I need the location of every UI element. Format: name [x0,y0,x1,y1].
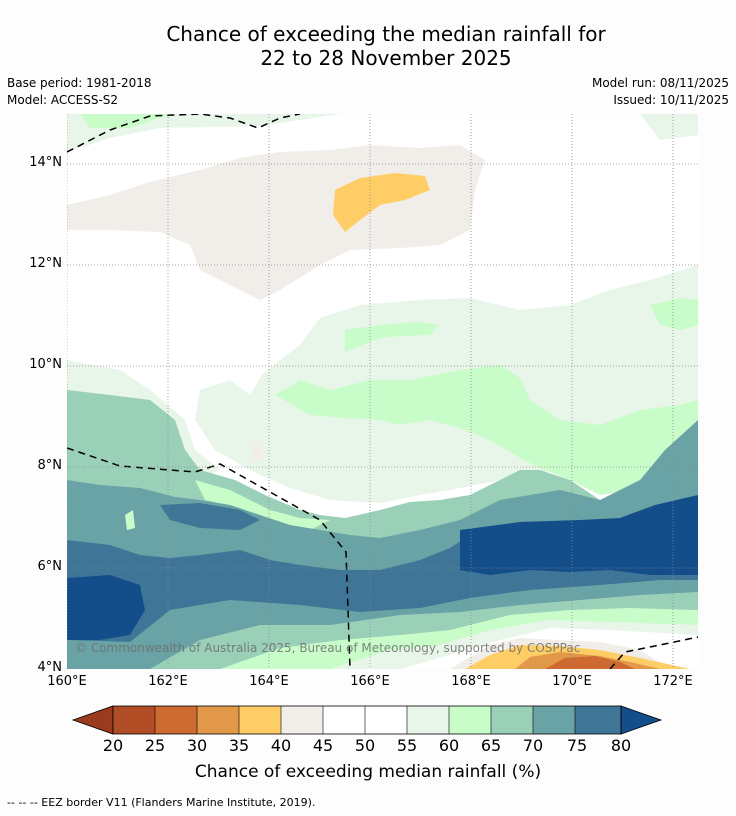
lat-label: 4°N [37,660,63,675]
lat-label: 14°N [29,155,62,170]
metadata-left: Base period: 1981-2018 Model: ACCESS-S2 [7,75,152,109]
lat-label: 6°N [37,559,63,574]
lon-label: 166°E [350,674,390,689]
colorbar-bin-55-60 [407,706,449,734]
colorbar-tick: 65 [480,736,502,755]
title-line-2: 22 to 28 November 2025 [260,46,512,70]
small-highlight [125,510,135,530]
lat-label: 12°N [29,256,62,271]
colorbar-bin-30-35 [197,706,239,734]
lon-label: 172°E [653,674,693,689]
lon-label: 170°E [552,674,592,689]
colorbar-tick: 70 [522,736,544,755]
lon-label: 168°E [451,674,491,689]
region-55-60 [640,114,698,140]
colorbar-bin-65-70 [491,706,533,734]
colorbar-bin-40-45 [281,706,323,734]
eez-border [67,447,351,669]
colorbar-tick: 80 [610,736,632,755]
colorbar-bin-70-75 [533,706,575,734]
base-period: Base period: 1981-2018 [7,76,152,90]
model-run: Model run: 08/11/2025 [591,76,729,90]
colorbar [71,705,663,735]
eez-footnote: -- -- -- EEZ border V11 (Flanders Marine… [7,796,316,809]
colorbar-tick: 20 [102,736,124,755]
region-60-65 [345,322,438,352]
lon-label: 162°E [148,674,188,689]
issued-date: Issued: 10/11/2025 [613,93,729,107]
model-name: Model: ACCESS-S2 [7,93,119,107]
colorbar-tick: 55 [396,736,418,755]
colorbar-tick: 30 [186,736,208,755]
title-line-1: Chance of exceeding the median rainfall … [166,22,606,46]
lon-label: 160°E [47,674,87,689]
colorbar-bin-75-80 [575,706,621,734]
region-40-45 [250,440,262,462]
copyright-notice: © Commonwealth of Australia 2025, Bureau… [75,641,581,655]
colorbar-tick: 40 [270,736,292,755]
lat-label: 8°N [37,458,63,473]
colorbar-bin-45-50 [323,706,365,734]
region-gt80 [460,495,698,575]
colorbar-tick: 45 [312,736,334,755]
region-60-65 [650,298,698,330]
colorbar-dividers [154,706,576,734]
region-35-40 [333,173,430,232]
colorbar-arrow-low [71,705,114,735]
colorbar-arrow-high [620,705,663,735]
region-60-65 [275,365,698,495]
colorbar-tick: 25 [144,736,166,755]
colorbar-bin-60-65 [449,706,491,734]
colorbar-bin-50-55 [365,706,407,734]
metadata-right: Model run: 08/11/2025 Issued: 10/11/2025 [592,75,729,109]
colorbar-tick: 60 [438,736,460,755]
eez-border [67,114,301,153]
colorbar-tick: 35 [228,736,250,755]
gridlines [67,114,698,669]
eez-border [609,636,698,669]
colorbar-tick: 50 [354,736,376,755]
region-gt80 [67,575,145,640]
colorbar-tick: 75 [566,736,588,755]
colorbar-bin-35-40 [239,706,281,734]
region-75-80 [160,503,260,530]
small-highlight [285,567,320,595]
region-60-65 [195,480,330,535]
colorbar-bin-20-25 [113,706,155,734]
colorbar-frame [112,705,622,735]
map-area [67,114,698,669]
lat-label: 10°N [29,357,62,372]
map-title: Chance of exceeding the median rainfall … [0,22,736,70]
lon-label: 164°E [249,674,289,689]
colorbar-bin-25-30 [155,706,197,734]
colorbar-label: Chance of exceeding median rainfall (%) [194,762,542,782]
